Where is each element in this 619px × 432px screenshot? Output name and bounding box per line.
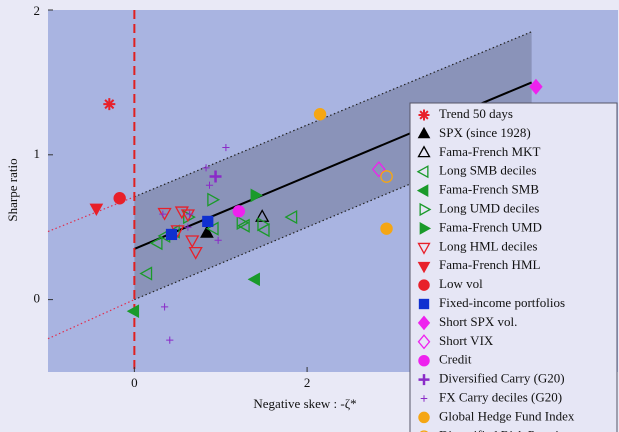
point (202, 215, 214, 228)
point (236, 218, 250, 233)
y-axis-label: Sharpe ratio (5, 158, 20, 221)
point (257, 217, 271, 232)
legend-marker (417, 126, 431, 139)
point (149, 236, 163, 251)
y-tick-label: 1 (34, 146, 41, 161)
legend-label: SPX (since 1928) (439, 125, 531, 140)
legend-label: FX Carry deciles (G20) (439, 389, 562, 404)
point (188, 246, 203, 260)
point (232, 205, 246, 218)
legend-label: Long HML deciles (439, 238, 537, 253)
legend-label: Diversified Risk Premia (439, 427, 565, 432)
point (185, 235, 200, 249)
legend-label: Long SMB deciles (439, 163, 537, 178)
point (200, 225, 214, 238)
point (174, 206, 189, 220)
x-axis-label: Negative skew : -ζ* (253, 396, 356, 411)
legend-marker (417, 315, 431, 331)
legend-marker (420, 395, 428, 402)
legend-label: Fama-French UMD (439, 219, 542, 234)
point (214, 236, 222, 244)
legend-label: Fixed-income portfolios (439, 295, 565, 310)
x-tick-label: 2 (304, 375, 311, 390)
point (113, 192, 126, 205)
legend-marker (417, 145, 431, 158)
point (103, 98, 116, 111)
point (186, 210, 194, 218)
point (202, 164, 210, 172)
legend-box (409, 102, 618, 432)
point (313, 108, 327, 121)
point (529, 78, 543, 95)
point (380, 222, 393, 235)
legend-label: Fama-French MKT (439, 144, 541, 159)
point (180, 209, 196, 223)
point (380, 170, 393, 183)
point (126, 304, 140, 319)
legend-label: Diversified Carry (G20) (439, 371, 565, 386)
point (207, 192, 221, 207)
legend-marker (418, 411, 430, 424)
y-tick-label: 0 (34, 291, 41, 306)
point (89, 203, 104, 217)
legend-label: Global Hedge Fund Index (439, 408, 575, 423)
legend-marker (418, 374, 430, 386)
x-tick-label: 0 (131, 375, 138, 390)
legend-label: Long UMD deciles (439, 200, 539, 215)
legend-marker (418, 298, 430, 310)
legend-marker (417, 242, 431, 255)
legend-marker (416, 184, 429, 197)
point (166, 336, 174, 344)
legend-label: Trend 50 days (439, 106, 513, 121)
legend-marker (417, 334, 431, 350)
point (247, 272, 260, 287)
point (250, 188, 263, 203)
legend-marker (419, 222, 432, 235)
point (236, 215, 250, 230)
point (159, 210, 167, 218)
legend-label: Short VIX (439, 333, 494, 348)
legend-marker (418, 279, 430, 291)
legend: Trend 50 days SPX (since 1928) Fama-French… (409, 102, 618, 432)
legend-label: Fama-French SMB (439, 182, 539, 197)
legend-marker (417, 261, 431, 274)
legend-marker (419, 430, 429, 432)
legend-label: Fama-French HML (439, 257, 541, 272)
point (284, 209, 298, 225)
point (184, 223, 192, 231)
point (205, 181, 214, 189)
y-tick-label: 2 (34, 3, 41, 18)
point (209, 170, 222, 183)
point (165, 228, 178, 241)
point (371, 161, 386, 178)
legend-marker (419, 202, 432, 217)
legend-label: Credit (439, 352, 472, 367)
legend-marker (416, 165, 429, 179)
point (139, 266, 153, 281)
point (160, 303, 169, 311)
legend-marker (418, 109, 430, 121)
legend-label: Short SPX vol. (439, 314, 517, 329)
legend-label: Low vol (439, 276, 483, 291)
point (222, 143, 230, 152)
legend-marker (418, 354, 430, 367)
